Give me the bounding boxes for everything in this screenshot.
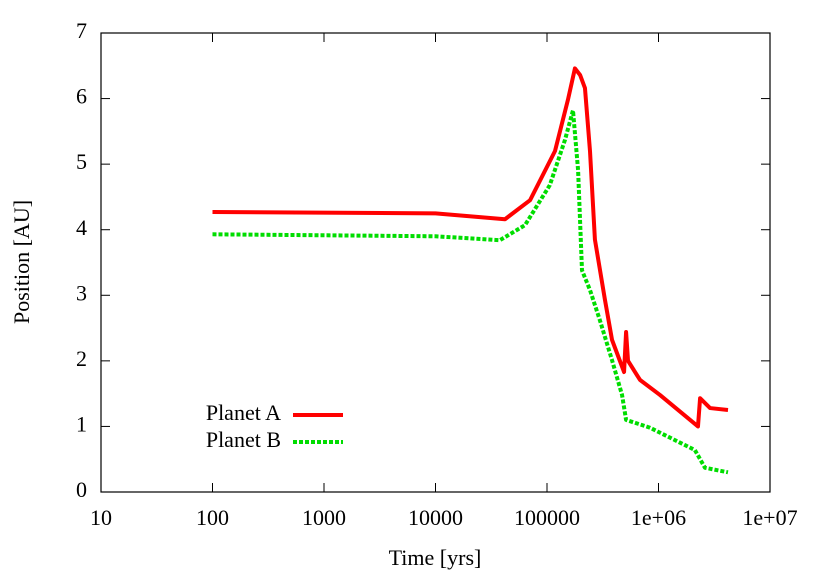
y-tick-label: 3 xyxy=(76,280,87,305)
x-tick-label: 1e+06 xyxy=(631,505,686,530)
series-line xyxy=(212,108,729,475)
x-tick-label: 1000 xyxy=(302,505,346,530)
x-axis-label: Time [yrs] xyxy=(389,545,482,570)
y-tick-label: 0 xyxy=(76,477,87,502)
x-tick-label: 100 xyxy=(196,505,229,530)
y-tick-label: 6 xyxy=(76,84,87,109)
plot-frame xyxy=(100,32,771,493)
legend-label: Planet A xyxy=(206,400,281,425)
y-axis-label: Position [AU] xyxy=(9,200,34,324)
y-tick-label: 2 xyxy=(76,346,87,371)
y-tick-label: 5 xyxy=(76,149,87,174)
x-tick-label: 10 xyxy=(90,505,112,530)
y-tick-label: 1 xyxy=(76,411,87,436)
x-tick-label: 10000 xyxy=(408,505,463,530)
x-tick-label: 1e+07 xyxy=(742,505,797,530)
series-line xyxy=(212,66,729,429)
y-tick-label: 7 xyxy=(76,18,87,43)
y-tick-label: 4 xyxy=(76,215,87,240)
legend-label: Planet B xyxy=(206,427,281,452)
x-tick-label: 100000 xyxy=(514,505,580,530)
